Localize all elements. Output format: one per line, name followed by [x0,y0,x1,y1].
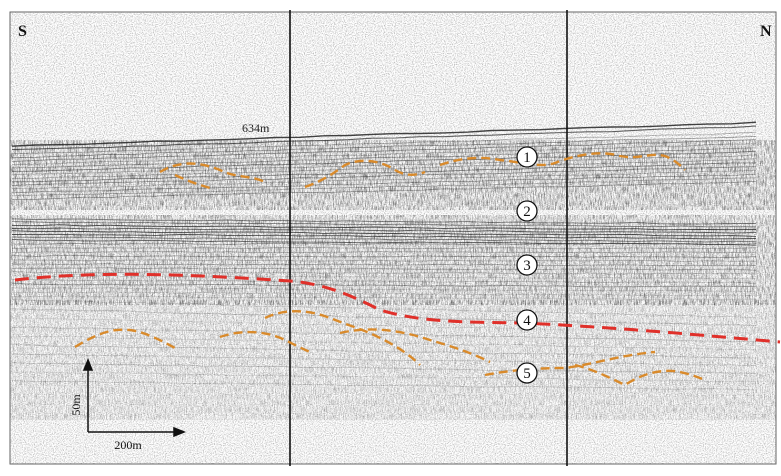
unit-label: 2 [523,204,531,220]
unit-label: 1 [523,150,531,166]
seismic-profile: S N 634m 1 2 3 4 5 50m 200m [0,0,781,471]
page: {"labels": {"south": "S", "north": "N", … [0,0,781,471]
direction-label: N [760,23,772,40]
scale-label: 200m [114,438,142,452]
depth-label: 634m [242,121,270,135]
scale-label: 50m [69,394,83,416]
unit-label: 3 [523,258,531,274]
unit-label: 5 [523,366,531,382]
direction-label: S [18,23,27,40]
unit-label: 4 [523,313,531,329]
